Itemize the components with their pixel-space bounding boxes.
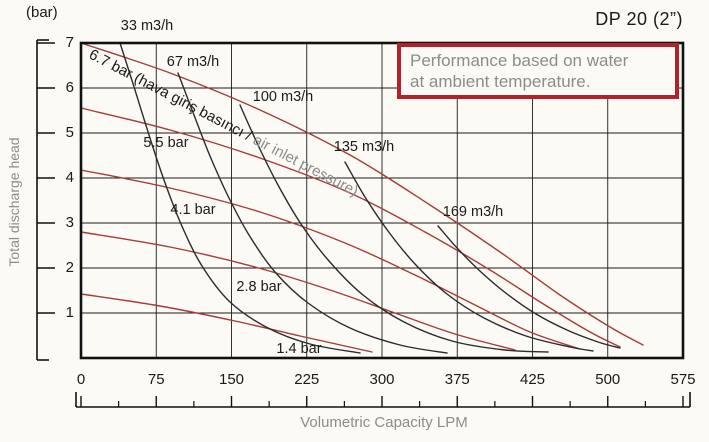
y-tick-label: 3 [65,214,74,231]
curve-label-100-m3-h: 100 m3/h [252,89,314,105]
plot-frame [79,41,685,360]
curve-33-m3-h [119,42,361,354]
curve-1.4-bar [80,293,373,353]
curve-2.8-bar [80,231,516,351]
chart-title: DP 20 (2”) [595,9,683,29]
x-axis-title: Volumetric Capacity LPM [300,414,468,431]
curve-label-169-m3-h: 169 m3/h [442,204,504,220]
curve-5.5-bar [80,107,621,348]
curve-label-4.1-bar: 4.1 bar [170,202,216,218]
curve-169-m3-h [437,225,621,349]
curve-67-m3-h [177,72,448,354]
bar-unit-label: (bar) [26,4,58,21]
x-tick-label: 425 [519,371,546,388]
x-tick-label: 75 [147,371,165,388]
x-tick-label: 300 [369,371,395,388]
curve-100-m3-h [239,104,549,353]
x-tick-label: 0 [76,371,86,388]
y-tick-label: 4 [65,169,74,186]
y-tick-label: 6 [65,79,74,96]
y-tick-label: 7 [65,34,74,51]
x-tick-label: 500 [595,371,621,388]
curve-label-135-m3-h: 135 m3/h [333,139,395,155]
x-tick-label: 375 [444,371,470,388]
curve-label-67-m3-h: 67 m3/h [166,54,220,70]
curve-label-5.5-bar: 5.5 bar [143,135,189,151]
x-tick-label: 225 [294,371,320,388]
info-box-line2: at ambient temperature. [410,72,591,91]
x-tick-label: 150 [218,371,245,388]
curve-135-m3-h [344,161,594,352]
y-axis-title: Total discharge head [6,137,22,267]
curve-label-1.4-bar: 1.4 bar [276,341,322,357]
y-tick-label: 5 [65,124,74,141]
curve-label-33-m3-h: 33 m3/h [120,18,174,34]
y-tick-label: 2 [65,259,74,276]
curve-6.7-bar [80,42,644,346]
curve-4.1-bar [80,169,581,350]
info-box: Performance based on water at ambient te… [397,43,679,99]
y-tick-label: 1 [65,304,74,321]
x-tick-label: 575 [670,371,696,388]
curve-label-2.8-bar: 2.8 bar [236,279,282,295]
info-box-line1: Performance based on water [410,51,629,70]
